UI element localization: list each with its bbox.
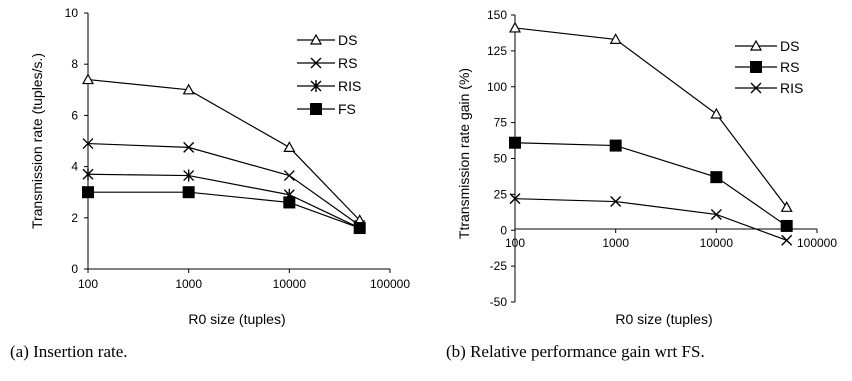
series-line-ris <box>514 198 787 241</box>
legend-label-fs: FS <box>338 101 356 117</box>
series-line-rs <box>514 142 788 227</box>
y-tick-label: 8 <box>71 57 78 71</box>
y-tick-label: 0 <box>500 223 507 237</box>
y-tick-label: 0 <box>71 262 78 276</box>
legend-label-ris: RIS <box>338 78 361 94</box>
legend-label-rs: RS <box>338 55 357 71</box>
x-axis-label: R0 size (tuples) <box>615 311 712 327</box>
data-point-rs <box>183 141 195 153</box>
data-point-rs <box>82 138 94 150</box>
data-point-ds <box>182 83 195 95</box>
chart-relative-gain: -50 -25 0 25 50 75 100 125 150 100 1000 10000 100000… <box>456 8 837 327</box>
x-tick-label: 10000 <box>700 236 734 250</box>
data-point-fs <box>182 186 195 199</box>
x-tick-label: 1000 <box>175 277 202 291</box>
y-tick-label: -25 <box>490 259 508 273</box>
x-tick-label: 100 <box>78 277 98 291</box>
caption-a: (a) Insertion rate. <box>10 342 128 361</box>
legend-label-rs: RS <box>780 59 799 75</box>
legend-marker-rs <box>750 61 762 73</box>
legend-label-ds: DS <box>338 32 357 48</box>
y-tick-label: 25 <box>494 187 508 201</box>
data-point-ris <box>781 234 793 246</box>
x-tick-label: 100000 <box>797 236 837 250</box>
y-tick-label: 100 <box>487 80 507 94</box>
data-point-ds <box>609 33 622 44</box>
data-point-fs <box>283 196 296 209</box>
y-tick-label: 75 <box>494 116 508 130</box>
x-axis-label: R0 size (tuples) <box>188 311 285 327</box>
data-point-ds <box>508 21 522 33</box>
data-point-ds <box>81 73 95 85</box>
legend-marker-ds <box>749 39 763 51</box>
data-point-ris <box>183 169 195 182</box>
y-tick-label: 10 <box>65 6 79 20</box>
data-point-rs <box>780 219 793 232</box>
data-point-fs <box>353 222 366 235</box>
y-tick-label: 125 <box>487 44 507 58</box>
series-line-ds <box>514 27 788 208</box>
y-tick-label: 4 <box>71 160 78 174</box>
data-point-ris <box>509 193 521 205</box>
data-point-ds <box>710 107 723 119</box>
y-tick-label: 50 <box>494 152 508 166</box>
x-tick-label: 1000 <box>602 236 629 250</box>
data-point-ds <box>283 141 296 152</box>
y-tick-label: 2 <box>71 211 78 225</box>
legend-marker-ds <box>309 33 323 45</box>
y-tick-label: -50 <box>490 295 508 309</box>
y-axis-label: Ttransmission rate gain (%) <box>456 68 472 239</box>
legend-marker-ris <box>310 80 322 92</box>
data-point-ris <box>710 208 722 220</box>
data-point-ds <box>780 201 793 212</box>
data-point-ris <box>610 196 622 208</box>
data-point-rs <box>283 170 295 182</box>
data-point-fs <box>82 186 94 199</box>
legend-label-ds: DS <box>780 38 799 54</box>
y-tick-label: 6 <box>71 108 78 122</box>
series-line-ris <box>87 173 360 229</box>
x-tick-label: 100000 <box>370 277 410 291</box>
series-line-ds <box>87 78 361 221</box>
series-line-fs <box>88 191 360 229</box>
chart-insertion-rate: 0 2 4 6 8 10 100 1000 10000 100000 R0 size (tuples… <box>29 6 410 327</box>
x-tick-label: 10000 <box>273 277 307 291</box>
y-tick-label: 150 <box>487 8 507 22</box>
data-point-rs <box>609 139 622 152</box>
series-line-rs <box>87 142 361 226</box>
data-point-rs <box>509 136 521 149</box>
data-point-rs <box>710 171 723 184</box>
caption-b: (b) Relative performance gain wrt FS. <box>446 342 705 361</box>
legend-marker-fs <box>310 103 322 115</box>
data-point-ris <box>82 168 94 181</box>
y-axis-label: Transmission rate (tuples/s.) <box>29 53 45 229</box>
legend-marker-ris <box>750 82 762 94</box>
x-tick-label: 100 <box>505 236 525 250</box>
legend-label-ris: RIS <box>780 80 803 96</box>
legend-marker-rs <box>310 57 322 69</box>
